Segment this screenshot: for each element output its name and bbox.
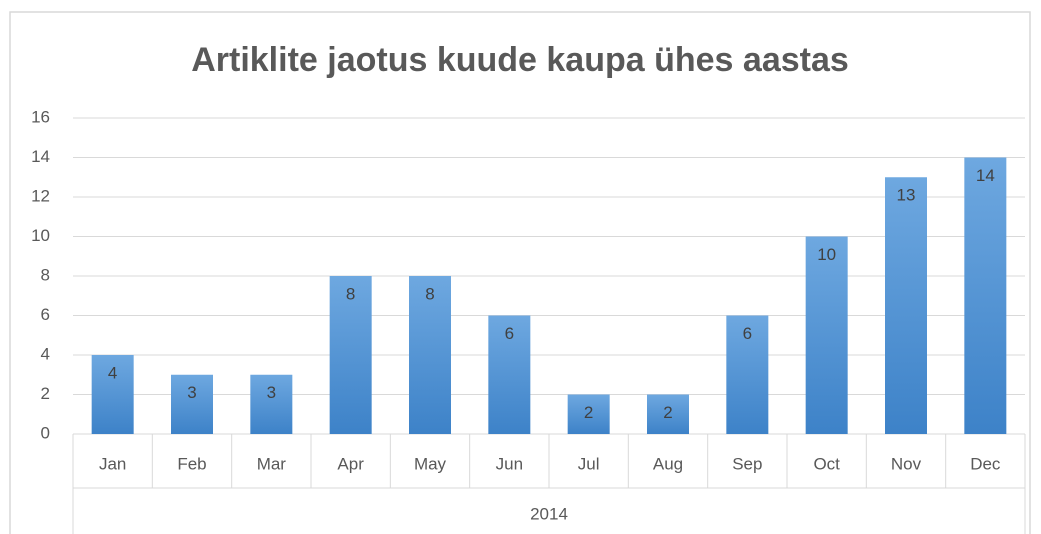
data-label: 4 — [108, 363, 117, 382]
data-label: 6 — [743, 324, 752, 343]
x-tick-label: Aug — [653, 454, 683, 473]
bar — [647, 394, 689, 434]
x-tick-label: May — [414, 454, 447, 473]
x-tick-label: Dec — [970, 454, 1001, 473]
x-tick-label: Feb — [177, 454, 206, 473]
data-label: 8 — [425, 284, 434, 303]
data-label: 3 — [187, 383, 196, 402]
x-tick-label: Sep — [732, 454, 762, 473]
y-tick-label: 6 — [41, 305, 50, 324]
bar — [409, 276, 451, 434]
bar — [91, 355, 134, 434]
data-label: 13 — [897, 186, 916, 205]
y-tick-label: 8 — [41, 265, 50, 284]
chart-border — [9, 11, 1031, 534]
y-tick-label: 10 — [31, 226, 50, 245]
data-label: 10 — [817, 245, 836, 264]
bar — [171, 374, 213, 434]
x-tick-label: Jan — [99, 454, 126, 473]
x-tick-label: Jul — [578, 454, 600, 473]
data-label: 2 — [584, 403, 593, 422]
x-tick-label: Jun — [496, 454, 523, 473]
data-label: 2 — [663, 403, 672, 422]
y-tick-label: 2 — [41, 384, 50, 403]
bar — [329, 276, 372, 434]
x-tick-label: Oct — [813, 454, 840, 473]
data-label: 8 — [346, 284, 355, 303]
chart-title: Artiklite jaotus kuude kaupa ühes aastas — [191, 41, 849, 79]
y-tick-label: 12 — [31, 186, 50, 205]
y-tick-label: 14 — [31, 147, 50, 166]
data-label: 6 — [505, 324, 514, 343]
x-tick-label: Apr — [337, 454, 364, 473]
bar — [488, 315, 531, 434]
bar — [805, 236, 848, 434]
y-tick-label: 0 — [41, 423, 50, 442]
bar — [726, 315, 769, 434]
y-tick-label: 4 — [41, 344, 50, 363]
y-tick-label: 16 — [31, 107, 50, 126]
data-label: 3 — [267, 383, 276, 402]
data-label: 14 — [976, 166, 995, 185]
x-tick-label: Mar — [257, 454, 287, 473]
category-group-label: 2014 — [530, 504, 568, 523]
x-tick-label: Nov — [891, 454, 922, 473]
bar — [885, 177, 927, 434]
bar — [964, 157, 1007, 434]
bar — [250, 374, 293, 434]
bar — [567, 394, 610, 434]
